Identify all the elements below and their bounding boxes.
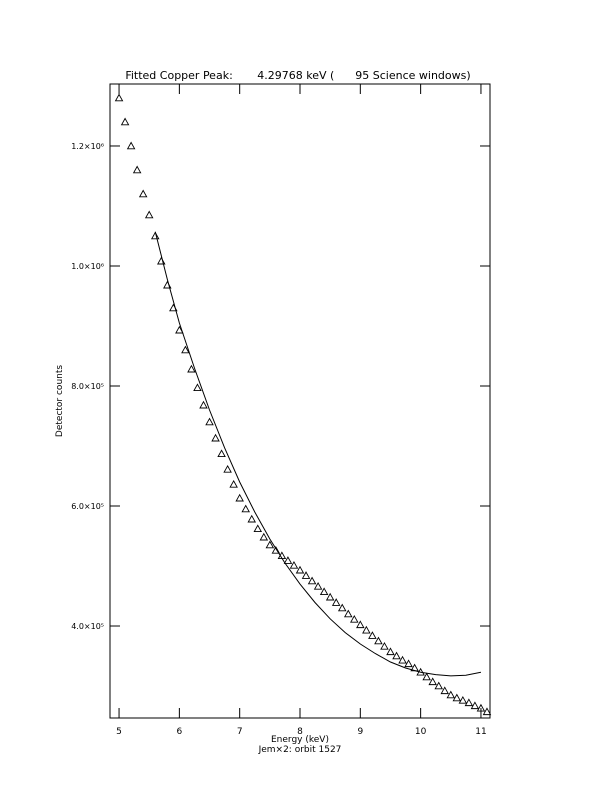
triangle-marker [132, 165, 142, 174]
triangle-marker [374, 636, 383, 645]
triangle-marker [193, 383, 202, 392]
x-axis-label: Energy (keV) [271, 735, 329, 745]
triangle-marker [217, 449, 226, 458]
triangle-marker [331, 598, 341, 606]
triangle-marker [380, 641, 389, 650]
x-tick-label: 10 [415, 727, 427, 737]
triangle-marker [247, 514, 257, 523]
triangle-marker [283, 556, 293, 564]
triangle-marker [350, 614, 359, 623]
triangle-marker [144, 210, 154, 219]
y-tick-label: 1.0×10⁶ [71, 262, 104, 271]
y-tick-label: 4.0×10⁵ [71, 622, 104, 631]
triangle-marker [181, 345, 190, 354]
triangle-marker [187, 364, 196, 373]
triangle-marker [446, 690, 456, 699]
triangle-marker [199, 400, 208, 409]
x-tick-label: 7 [237, 727, 243, 737]
triangle-marker [452, 693, 462, 702]
chart-title: Fitted Copper Peak: 4.29768 keV ( 95 Sci… [125, 69, 470, 82]
triangle-marker [356, 620, 365, 629]
x-tick-label: 8 [297, 727, 303, 737]
triangle-marker [235, 493, 244, 502]
triangle-marker [368, 631, 377, 639]
triangle-marker [404, 659, 413, 668]
triangle-marker [114, 93, 124, 102]
triangle-marker [223, 464, 232, 473]
subtitle: Jem×2: orbit 1527 [258, 745, 342, 755]
y-axis-label: Detector counts [55, 365, 65, 437]
triangle-marker [386, 647, 395, 656]
triangle-marker [343, 609, 353, 618]
x-tick-label: 11 [475, 727, 486, 737]
x-tick-label: 5 [116, 727, 122, 737]
triangle-marker [211, 433, 220, 442]
y-tick-label: 6.0×10⁵ [71, 502, 104, 511]
triangle-marker [434, 681, 443, 690]
triangle-marker [138, 189, 148, 198]
triangle-marker [301, 571, 311, 579]
triangle-marker [241, 504, 250, 513]
triangle-marker [307, 576, 317, 585]
triangle-marker [253, 524, 263, 533]
triangle-marker [422, 672, 431, 681]
triangle-marker [126, 141, 136, 150]
triangle-marker [205, 417, 214, 426]
fit-line [154, 231, 482, 677]
triangle-marker [337, 603, 347, 612]
triangle-marker [464, 698, 474, 707]
triangle-marker [319, 587, 329, 596]
triangle-marker [440, 686, 450, 695]
triangle-marker [295, 565, 305, 574]
triangle-marker [313, 581, 323, 590]
triangle-marker [259, 532, 269, 541]
triangle-marker [325, 592, 335, 601]
triangle-marker [289, 560, 299, 569]
triangle-marker [229, 479, 238, 488]
triangle-marker [398, 655, 407, 664]
triangle-marker [458, 695, 468, 704]
triangle-marker [470, 701, 480, 710]
triangle-marker [482, 707, 492, 716]
triangle-marker [362, 625, 371, 634]
triangle-marker [120, 117, 130, 126]
triangle-marker [428, 677, 437, 686]
triangle-marker [271, 545, 281, 554]
triangle-marker [265, 540, 275, 549]
triangle-marker [476, 703, 486, 712]
y-tick-label: 1.2×10⁶ [71, 142, 104, 151]
triangle-marker [150, 231, 160, 240]
triangle-marker [175, 325, 184, 334]
x-tick-label: 6 [176, 727, 182, 737]
triangle-marker [392, 651, 401, 660]
x-tick-label: 9 [357, 727, 363, 737]
y-tick-label: 8.0×10⁵ [71, 382, 104, 391]
